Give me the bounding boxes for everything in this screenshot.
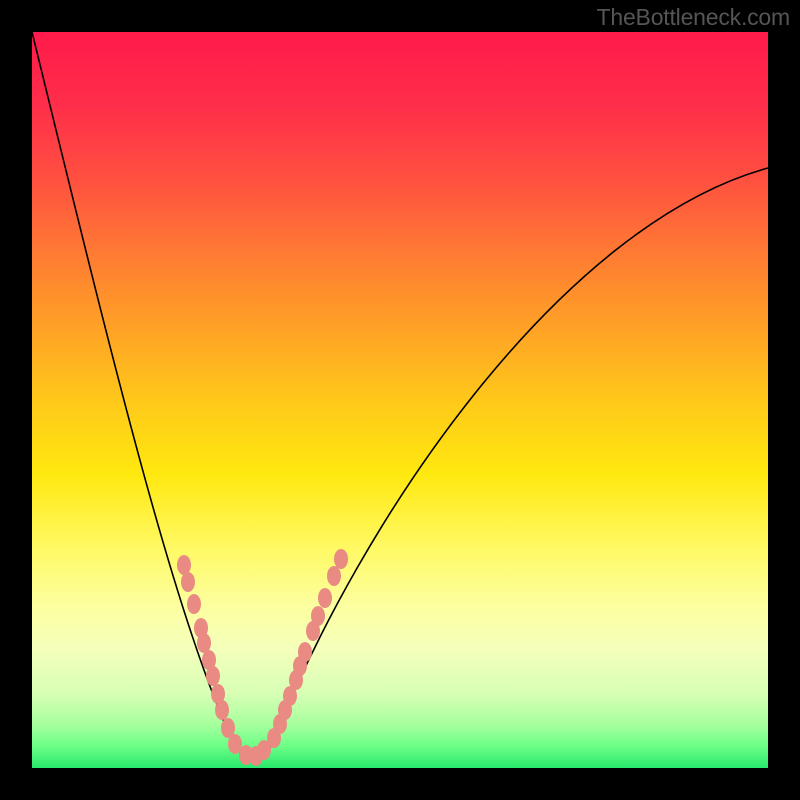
- plot-background: [32, 32, 768, 768]
- data-marker: [177, 555, 191, 575]
- data-marker: [311, 606, 325, 626]
- data-marker: [327, 566, 341, 586]
- watermark-text: TheBottleneck.com: [597, 4, 790, 31]
- data-marker: [206, 666, 220, 686]
- chart-container: TheBottleneck.com: [0, 0, 800, 800]
- bottleneck-chart-svg: [0, 0, 800, 800]
- data-marker: [318, 588, 332, 608]
- data-marker: [197, 633, 211, 653]
- data-marker: [334, 549, 348, 569]
- data-marker: [187, 594, 201, 614]
- data-marker: [181, 572, 195, 592]
- data-marker: [215, 700, 229, 720]
- data-marker: [298, 642, 312, 662]
